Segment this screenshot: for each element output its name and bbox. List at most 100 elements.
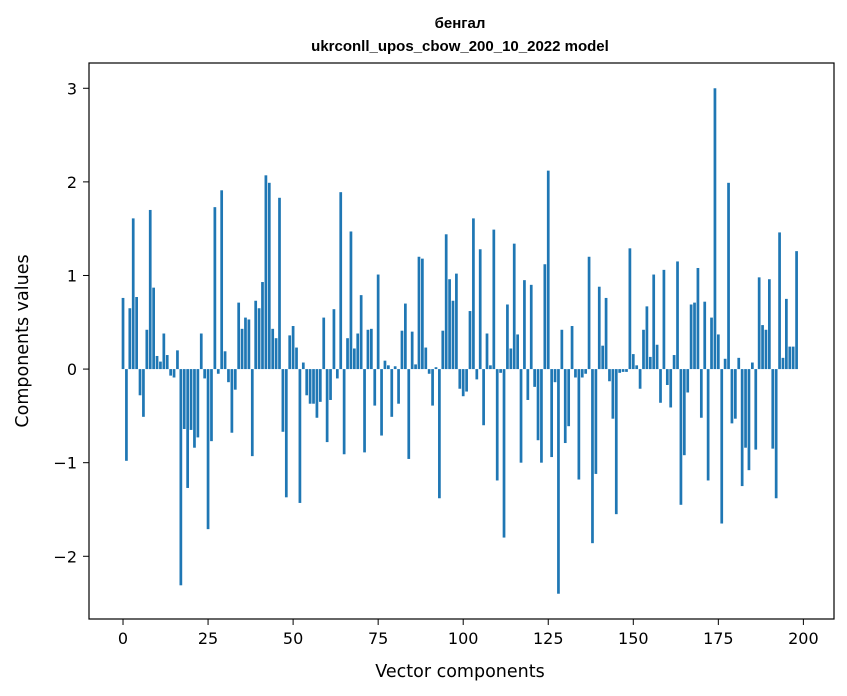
bar	[254, 300, 258, 370]
bar	[427, 369, 431, 374]
bar	[781, 357, 785, 370]
bar	[363, 369, 366, 453]
bar	[723, 358, 727, 370]
bar	[751, 362, 754, 370]
bar	[475, 369, 479, 380]
bar	[720, 369, 724, 524]
bar	[516, 334, 519, 370]
bar	[570, 326, 574, 370]
bar	[689, 304, 693, 370]
bar	[499, 369, 502, 373]
bar	[625, 369, 628, 372]
bar	[393, 366, 397, 370]
bar	[635, 365, 639, 370]
bar	[519, 369, 523, 463]
bar	[339, 192, 343, 370]
bar	[682, 369, 686, 456]
bar	[665, 369, 669, 385]
bar	[791, 346, 795, 370]
bar	[482, 369, 485, 426]
y-tick-label: −1	[53, 454, 77, 473]
bar	[563, 369, 567, 444]
bar	[543, 264, 547, 370]
bar	[560, 329, 564, 370]
bar	[274, 338, 278, 370]
bar	[580, 369, 584, 378]
y-axis-ticks: −2 −1 0 1 2 3	[53, 79, 89, 566]
bar	[278, 197, 281, 370]
bar	[128, 308, 132, 370]
chart-subtitle: ukrconll_upos_cbow_200_10_2022 model	[311, 38, 609, 55]
bar	[492, 229, 496, 370]
x-tick-label: 150	[618, 629, 649, 648]
bar	[383, 360, 387, 370]
bar	[257, 308, 261, 370]
bar	[138, 369, 142, 396]
bar	[604, 297, 608, 370]
bar	[638, 369, 642, 389]
bar	[553, 369, 557, 383]
bar	[152, 287, 155, 370]
x-axis-label: Vector components	[375, 662, 544, 682]
bar	[281, 369, 285, 432]
bar	[210, 369, 213, 442]
bar	[533, 369, 536, 387]
bar	[155, 355, 159, 370]
plot-frame	[88, 62, 835, 620]
x-tick-label: 100	[448, 629, 479, 648]
bar	[669, 369, 673, 408]
bar	[390, 369, 394, 417]
bar	[193, 369, 196, 448]
bar	[284, 369, 288, 498]
bar	[601, 345, 605, 370]
bar	[550, 369, 554, 458]
bar	[716, 334, 720, 370]
bar	[131, 218, 135, 370]
bar	[332, 309, 336, 370]
bar	[267, 182, 271, 370]
bar	[506, 304, 509, 370]
bar	[703, 301, 707, 370]
bar	[240, 328, 244, 370]
bar	[523, 280, 526, 370]
bar	[325, 369, 329, 443]
bar	[744, 369, 747, 448]
bar	[176, 350, 179, 370]
bar	[747, 369, 751, 471]
bar	[696, 267, 700, 370]
bar	[686, 369, 690, 393]
bar	[387, 365, 390, 370]
bar	[659, 369, 662, 403]
bar	[642, 329, 645, 370]
bar	[179, 369, 183, 586]
bar	[261, 282, 264, 370]
bar	[233, 369, 237, 390]
bar	[710, 317, 713, 370]
bar	[441, 330, 445, 370]
bar	[628, 248, 632, 370]
bar	[774, 369, 778, 499]
bar	[414, 364, 417, 370]
bar	[410, 331, 414, 370]
x-tick-label: 200	[788, 629, 819, 648]
bar	[478, 249, 482, 370]
bar	[608, 369, 611, 382]
bar	[349, 231, 353, 370]
bar	[451, 300, 455, 370]
chart-title: бенгал	[435, 15, 486, 32]
bar	[244, 317, 247, 370]
bar	[679, 369, 683, 505]
bar	[621, 369, 625, 372]
bar	[247, 319, 251, 370]
bar	[502, 369, 506, 538]
bar	[203, 369, 207, 379]
bar	[574, 369, 577, 378]
y-tick-label: 2	[67, 173, 77, 192]
bar	[655, 344, 659, 370]
bar	[189, 369, 193, 430]
bar	[271, 328, 275, 370]
bar	[295, 347, 298, 370]
bar	[754, 369, 758, 450]
bar	[172, 369, 176, 378]
bar	[618, 369, 622, 373]
